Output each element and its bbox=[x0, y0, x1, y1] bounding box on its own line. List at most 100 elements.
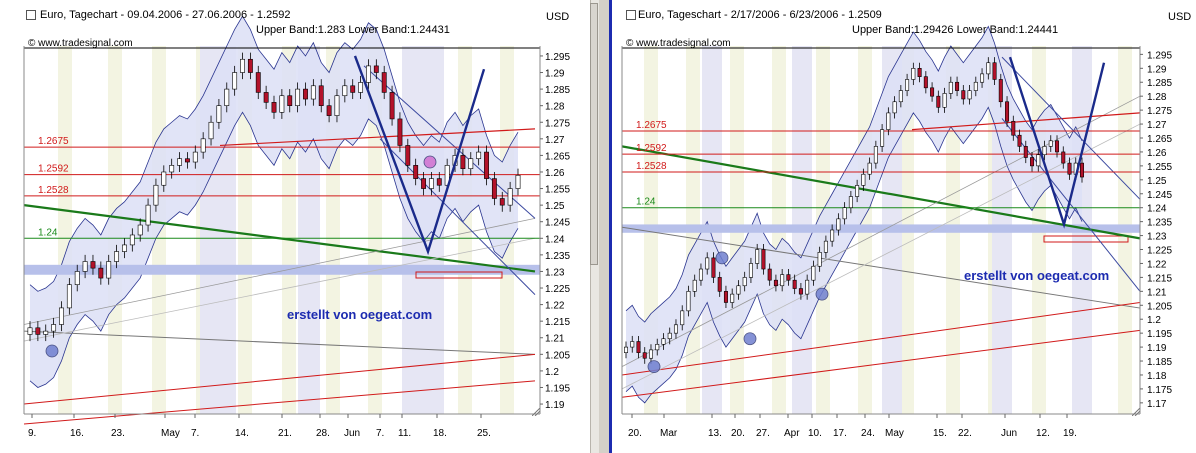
y-tick-label: 1.265 bbox=[545, 151, 570, 162]
currency-label: USD bbox=[546, 11, 570, 23]
trend-line bbox=[621, 95, 1141, 367]
chart-menu-icon[interactable] bbox=[626, 10, 636, 20]
candle bbox=[413, 165, 419, 179]
bollinger-legend: Upper Band:1.283 Lower Band:1.24431 bbox=[256, 24, 450, 36]
y-tick-label: 1.225 bbox=[545, 284, 570, 295]
candle bbox=[742, 277, 747, 287]
candle bbox=[705, 257, 710, 270]
candle bbox=[491, 178, 497, 199]
y-tick-label: 1.215 bbox=[1147, 273, 1172, 284]
y-tick-label: 1.25 bbox=[1147, 176, 1167, 187]
candle bbox=[1048, 140, 1053, 147]
x-tick-label: 18. bbox=[433, 428, 447, 439]
candle bbox=[35, 327, 41, 335]
target-box bbox=[415, 271, 503, 279]
candle bbox=[955, 81, 960, 91]
candle bbox=[911, 68, 916, 80]
candle bbox=[780, 274, 785, 287]
x-tick-label: 20. bbox=[628, 428, 642, 439]
scrollbar-thumb[interactable] bbox=[590, 3, 598, 265]
candle bbox=[630, 341, 635, 348]
y-tick-label: 1.21 bbox=[545, 334, 565, 345]
candle bbox=[948, 81, 953, 94]
y-tick-label: 1.285 bbox=[545, 85, 570, 96]
trend-line bbox=[621, 329, 1141, 398]
candle bbox=[661, 338, 666, 345]
candle bbox=[917, 68, 922, 77]
y-tick-label: 1.255 bbox=[1147, 162, 1172, 173]
x-tick-label: 15. bbox=[933, 428, 947, 439]
candle bbox=[507, 188, 513, 206]
y-tick-label: 1.225 bbox=[1147, 246, 1172, 257]
candle bbox=[200, 138, 206, 153]
candle bbox=[421, 178, 426, 189]
candle bbox=[129, 234, 135, 246]
x-tick-label: 19. bbox=[1063, 428, 1077, 439]
candle bbox=[342, 85, 348, 97]
resize-grip-icon[interactable] bbox=[532, 408, 540, 416]
trend-line bbox=[23, 237, 536, 342]
y-tick-label: 1.26 bbox=[545, 168, 565, 179]
candle bbox=[436, 178, 442, 186]
candle bbox=[74, 271, 80, 286]
chart-canvas-left[interactable]: 1.2675 1.2592 1.2528 1.24 1.295 1.29 1.285 1.28… bbox=[0, 0, 590, 453]
y-tick-label: 1.205 bbox=[545, 350, 570, 361]
x-tick-label: Apr bbox=[784, 428, 800, 439]
y-tick-label: 1.22 bbox=[1147, 259, 1167, 270]
bg-stripe bbox=[238, 46, 252, 414]
pane-divider[interactable] bbox=[599, 0, 609, 453]
author-credit: erstellt von oegeat.com bbox=[964, 268, 1110, 283]
candle bbox=[310, 85, 316, 100]
candle bbox=[287, 95, 293, 106]
copyright-label: © www.tradesignal.com bbox=[626, 38, 731, 49]
x-tick-label: 11. bbox=[398, 428, 411, 439]
candle bbox=[967, 90, 972, 100]
candle bbox=[930, 87, 935, 97]
candle bbox=[1067, 162, 1072, 175]
x-tick-label: 25. bbox=[477, 428, 491, 439]
resize-grip-icon[interactable] bbox=[1132, 408, 1140, 416]
chart-panel-left: 1.2675 1.2592 1.2528 1.24 1.295 1.29 1.285 1.28… bbox=[0, 0, 590, 453]
trend-line bbox=[621, 226, 1141, 309]
candle bbox=[761, 249, 766, 270]
level-label: 1.24 bbox=[636, 197, 656, 208]
y-tick-label: 1.215 bbox=[545, 317, 570, 328]
y-tick-label: 1.18 bbox=[1147, 371, 1167, 382]
marker-circle bbox=[715, 251, 729, 265]
candle bbox=[476, 151, 482, 160]
candle bbox=[736, 285, 741, 295]
chart-title: Euro, Tageschart - 2/17/2006 - 6/23/2006… bbox=[638, 9, 882, 21]
y-tick-label: 1.29 bbox=[545, 69, 565, 80]
candle bbox=[698, 268, 703, 281]
candle bbox=[295, 88, 301, 106]
candle bbox=[773, 279, 778, 287]
y-tick-label: 1.27 bbox=[545, 135, 565, 146]
x-tick-label: 21. bbox=[278, 428, 292, 439]
x-tick-label: 14. bbox=[235, 428, 249, 439]
chart-canvas-right[interactable]: 1.2675 1.2592 1.2528 1.24 1.295 1.29 1.285 1.28… bbox=[612, 0, 1196, 453]
candle bbox=[460, 155, 466, 169]
candle bbox=[823, 240, 828, 253]
candle bbox=[66, 284, 72, 309]
candle bbox=[767, 268, 772, 281]
y-tick-label: 1.24 bbox=[1147, 204, 1167, 215]
candle bbox=[326, 105, 332, 116]
chart-panel-right: 1.2675 1.2592 1.2528 1.24 1.295 1.29 1.285 1.28… bbox=[612, 0, 1196, 453]
chart-menu-icon[interactable] bbox=[26, 10, 36, 20]
candle bbox=[358, 82, 364, 93]
candle bbox=[137, 224, 143, 236]
candle bbox=[255, 72, 261, 93]
trend-line bbox=[23, 380, 536, 425]
candle bbox=[1011, 120, 1016, 136]
level-label: 1.2675 bbox=[636, 120, 667, 131]
x-tick-label: 13. bbox=[708, 428, 722, 439]
y-tick-label: 1.21 bbox=[1147, 287, 1167, 298]
candle bbox=[216, 105, 222, 123]
candle bbox=[1005, 101, 1010, 122]
candle bbox=[867, 162, 872, 175]
candle bbox=[43, 330, 49, 335]
candle bbox=[405, 145, 411, 166]
candle bbox=[1036, 154, 1041, 167]
candle bbox=[389, 92, 395, 120]
level-label: 1.2528 bbox=[38, 185, 69, 196]
